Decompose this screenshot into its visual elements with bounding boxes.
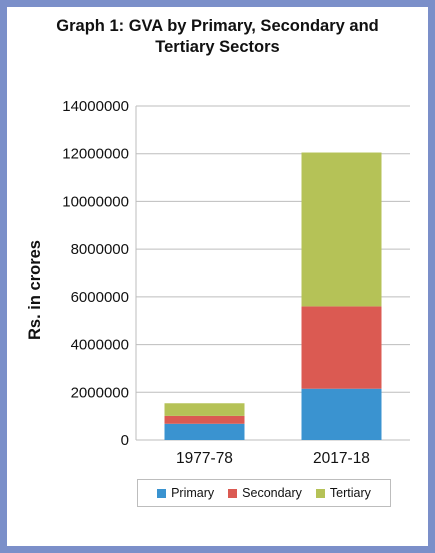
bar-primary-1977-78 <box>164 423 245 440</box>
legend-label: Tertiary <box>329 486 371 500</box>
bar-tertiary-2017-18 <box>301 152 382 307</box>
chart-title: Graph 1: GVA by Primary, Secondary and T… <box>10 16 425 58</box>
chart-legend: Primary Secondary Tertiary <box>137 479 391 507</box>
chart-title-line-2: Tertiary Sectors <box>155 38 280 56</box>
y-tick-label: 2000000 <box>71 384 129 401</box>
y-tick-label: 10000000 <box>62 193 129 210</box>
y-tick-label: 6000000 <box>71 289 129 306</box>
y-axis-label: Rs. in crores <box>26 240 44 340</box>
x-category-label: 2017-18 <box>313 450 370 467</box>
legend-label: Secondary <box>242 486 302 500</box>
y-tick-label: 14000000 <box>62 98 129 115</box>
legend-label: Primary <box>171 486 215 500</box>
legend-swatch <box>157 488 167 498</box>
legend-swatch <box>228 488 238 498</box>
bar-secondary-1977-78 <box>164 415 245 424</box>
chart-title-line-1: Graph 1: GVA by Primary, Secondary and <box>56 17 379 35</box>
bar-secondary-2017-18 <box>301 306 382 389</box>
y-tick-label: 0 <box>121 432 129 449</box>
x-category-label: 1977-78 <box>176 450 233 467</box>
y-tick-label: 12000000 <box>62 146 129 163</box>
bar-tertiary-1977-78 <box>164 403 245 416</box>
legend-item-primary: Primary <box>157 486 214 500</box>
y-tick-label: 8000000 <box>71 241 129 258</box>
legend-item-secondary: Secondary <box>228 486 302 500</box>
bar-primary-2017-18 <box>301 388 382 440</box>
legend-swatch <box>315 488 325 498</box>
y-tick-label: 4000000 <box>71 337 129 354</box>
legend-item-tertiary: Tertiary <box>315 486 371 500</box>
